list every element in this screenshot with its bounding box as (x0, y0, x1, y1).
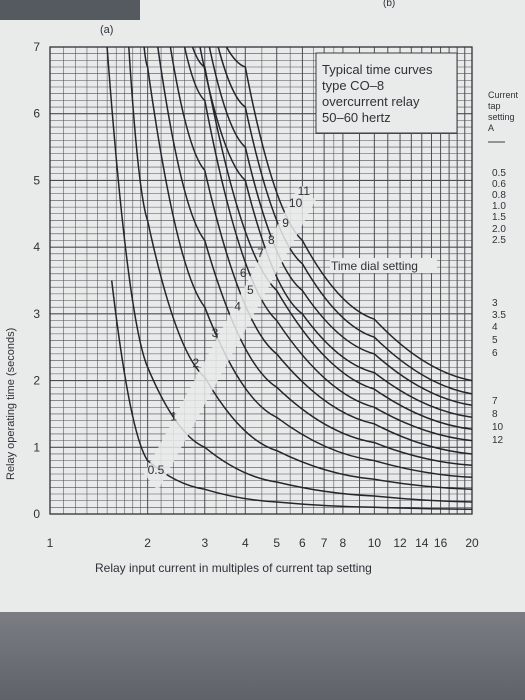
y-tick-label: 5 (33, 173, 40, 187)
box-line-3: overcurrent relay (322, 94, 420, 109)
label-band (144, 183, 316, 491)
tap-setting-column: Current tap setting A 0.50.60.81.01.52.0… (488, 90, 519, 446)
curve-tds-4 (157, 46, 473, 467)
tap-value: 6 (492, 348, 498, 359)
tap-value: 3 (492, 298, 498, 309)
curve-label-3: 3 (212, 326, 219, 340)
curve-label-2: 2 (193, 356, 200, 370)
book-edge-top (0, 0, 140, 20)
curve-tds-11 (225, 46, 473, 382)
curve-tds-9 (208, 46, 473, 407)
side-header-3: setting (488, 112, 515, 122)
curve-tds-10 (217, 46, 473, 395)
y-tick-label: 6 (33, 107, 40, 121)
curve-label-9: 9 (282, 216, 289, 230)
curve-tds-0.5 (110, 280, 473, 511)
curve-label-10: 10 (289, 196, 303, 210)
x-tick-label: 12 (393, 536, 407, 550)
x-tick-label: 2 (144, 536, 151, 550)
curve-label-5: 5 (247, 283, 254, 297)
tap-value: 0.8 (492, 190, 506, 201)
box-line-4: 50–60 hertz (322, 110, 391, 125)
x-tick-label: 20 (465, 536, 479, 550)
curve-tds-2 (128, 46, 473, 491)
curve-label-7: 7 (257, 246, 264, 260)
y-tick-label: 3 (33, 307, 40, 321)
tap-value: 12 (492, 435, 504, 446)
x-tick-label: 3 (201, 536, 208, 550)
tap-value: 5 (492, 335, 498, 346)
y-axis-label: Relay operating time (seconds) (5, 328, 17, 480)
curves (106, 46, 473, 511)
curve-tds-5 (169, 46, 473, 455)
side-header-2: tap (488, 101, 501, 111)
tap-value: 2.5 (492, 235, 506, 246)
box-line-1: Typical time curves (322, 62, 433, 77)
x-tick-label: 1 (47, 536, 54, 550)
box-line-2: type CO–8 (322, 78, 384, 93)
x-axis-label: Relay input current in multiples of curr… (95, 561, 372, 575)
curve-label-11: 11 (298, 184, 311, 198)
curve-tds-1 (106, 46, 473, 503)
x-tick-label: 8 (340, 536, 347, 550)
tap-value: 10 (492, 422, 504, 433)
y-tick-label: 1 (33, 440, 40, 454)
y-tick-label: 2 (33, 374, 40, 388)
y-tick-label: 7 (33, 40, 40, 54)
tap-value: 0.5 (492, 168, 506, 179)
x-tick-label: 16 (434, 536, 448, 550)
curve-label-1: 1 (170, 410, 177, 424)
plot-frame (49, 46, 473, 515)
x-tick-label: 14 (415, 536, 429, 550)
tap-value: 7 (492, 396, 498, 407)
x-tick-label: 5 (273, 536, 280, 550)
grid (49, 46, 473, 515)
tap-value: 2.0 (492, 224, 506, 235)
tap-value: 8 (492, 409, 498, 420)
table-surface (0, 612, 525, 700)
y-tick-label: 0 (33, 507, 40, 521)
side-header-1: Current (488, 90, 519, 100)
curve-label-6: 6 (240, 266, 247, 280)
side-header-4: A (488, 123, 494, 133)
x-tick-label: 4 (242, 536, 249, 550)
x-tick-label: 7 (321, 536, 328, 550)
curve-tds-8 (199, 46, 473, 419)
dial-label-bg (330, 258, 437, 273)
corner-label: (b) (383, 0, 395, 9)
tap-value: 3.5 (492, 310, 506, 321)
curve-label-8: 8 (268, 233, 275, 247)
curve-tds-6 (183, 46, 473, 442)
x-tick-label: 6 (299, 536, 306, 550)
curve-tds-3 (143, 46, 473, 479)
legend-box (315, 52, 458, 134)
x-tick-label: 10 (368, 536, 382, 550)
tap-value: 4 (492, 322, 498, 333)
tap-value: 1.0 (492, 201, 506, 212)
curve-label-0.5: 0.5 (148, 463, 165, 477)
tap-value: 0.6 (492, 179, 506, 190)
panel-label: (a) (100, 24, 113, 36)
tap-value: 1.5 (492, 212, 506, 223)
time-dial-setting-label: Time dial setting (331, 259, 418, 273)
y-tick-label: 4 (33, 240, 40, 254)
curve-label-4: 4 (234, 300, 241, 314)
